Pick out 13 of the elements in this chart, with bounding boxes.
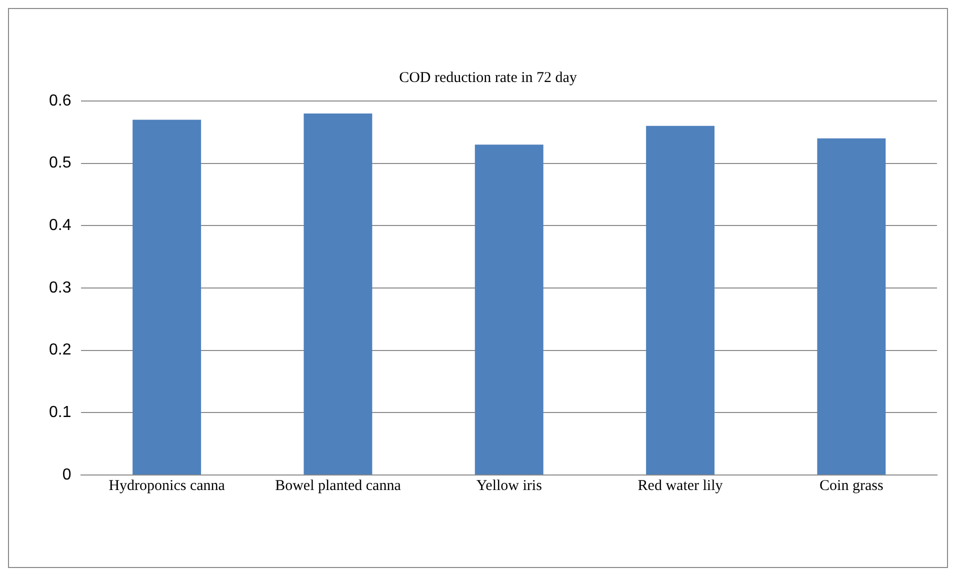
x-tick-label: Red water lily	[638, 478, 724, 494]
y-tick-label: 0.6	[48, 92, 72, 110]
y-tick-label: 0.2	[48, 342, 72, 359]
y-tick-label: 0.4	[48, 217, 72, 234]
y-tick-label: 0.1	[48, 404, 72, 422]
y-tick-label: 0.5	[48, 154, 72, 172]
x-tick-label: Coin grass	[820, 478, 884, 494]
x-tick-label: Hydroponics canna	[108, 478, 226, 494]
chart-title: COD reduction rate in 72 day	[399, 70, 578, 86]
y-tick-label: 0.3	[48, 279, 72, 296]
x-tick-label: Bowel planted canna	[275, 478, 402, 494]
y-tick-label: 0	[62, 466, 72, 484]
x-tick-label: Yellow iris	[476, 478, 542, 494]
